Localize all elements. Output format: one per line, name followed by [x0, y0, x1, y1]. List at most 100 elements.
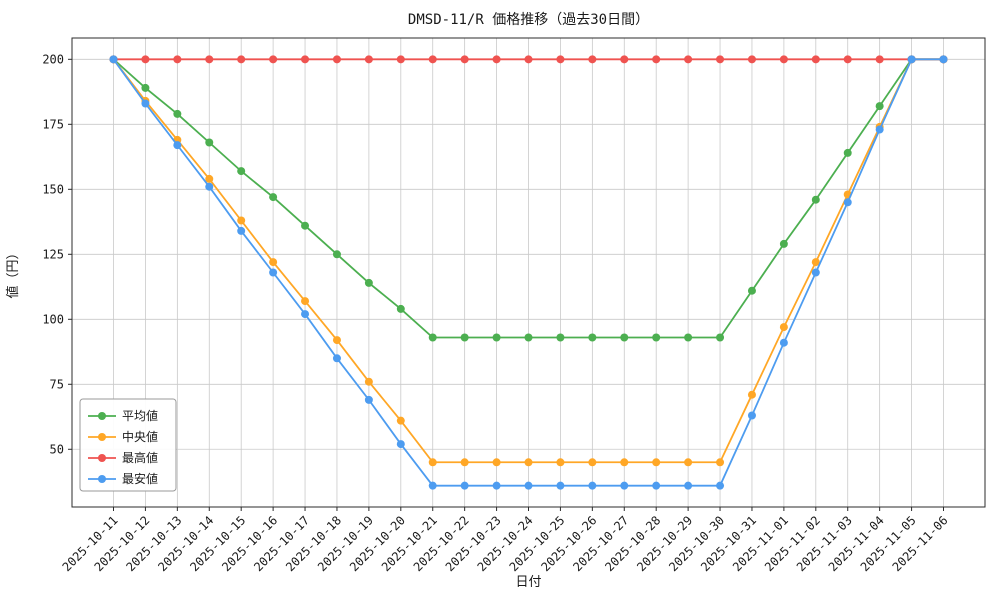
series-marker-1: [811, 258, 820, 267]
series-marker-0: [811, 195, 820, 204]
series-marker-3: [364, 395, 373, 404]
series-marker-0: [747, 286, 756, 295]
x-axis-label: 日付: [515, 575, 541, 590]
series-marker-3: [939, 55, 948, 64]
series-marker-1: [716, 458, 725, 467]
series-marker-1: [269, 258, 278, 267]
series-marker-1: [779, 323, 788, 332]
series-marker-1: [556, 458, 565, 467]
series-marker-0: [875, 102, 884, 111]
series-marker-0: [524, 333, 533, 342]
legend-marker: [98, 454, 106, 462]
legend-label-2: 最高値: [122, 450, 158, 465]
series-marker-1: [332, 336, 341, 345]
series-marker-0: [652, 333, 661, 342]
legend-marker: [98, 475, 106, 483]
series-marker-0: [428, 333, 437, 342]
series-marker-2: [332, 55, 341, 64]
series-marker-0: [779, 239, 788, 248]
series-marker-3: [652, 481, 661, 490]
series-marker-3: [492, 481, 501, 490]
series-marker-3: [237, 226, 246, 235]
series-marker-2: [843, 55, 852, 64]
series-marker-0: [492, 333, 501, 342]
series-marker-2: [269, 55, 278, 64]
series-marker-3: [588, 481, 597, 490]
series-marker-2: [684, 55, 693, 64]
chart-title: DMSD-11/R 価格推移（過去30日間）: [408, 12, 649, 28]
series-marker-3: [875, 125, 884, 134]
series-marker-1: [492, 458, 501, 467]
y-tick-label: 175: [42, 117, 64, 131]
series-marker-2: [396, 55, 405, 64]
series-marker-2: [173, 55, 182, 64]
series-marker-1: [684, 458, 693, 467]
series-marker-0: [364, 278, 373, 287]
series-marker-3: [301, 310, 310, 319]
series-marker-3: [843, 198, 852, 207]
legend-label-1: 中央値: [122, 429, 158, 444]
series-marker-0: [237, 167, 246, 176]
series-marker-2: [811, 55, 820, 64]
series-marker-2: [747, 55, 756, 64]
series-marker-0: [301, 221, 310, 230]
series-marker-0: [141, 83, 150, 92]
series-marker-1: [428, 458, 437, 467]
y-tick-label: 100: [42, 312, 64, 326]
series-marker-0: [460, 333, 469, 342]
y-tick-label: 50: [50, 442, 64, 456]
series-marker-2: [716, 55, 725, 64]
series-marker-2: [556, 55, 565, 64]
legend-label-0: 平均値: [122, 408, 158, 423]
series-marker-3: [460, 481, 469, 490]
series-marker-0: [716, 333, 725, 342]
legend-marker: [98, 412, 106, 420]
y-tick-label: 150: [42, 182, 64, 196]
series-marker-2: [237, 55, 246, 64]
series-marker-3: [173, 141, 182, 150]
series-marker-2: [492, 55, 501, 64]
series-marker-2: [428, 55, 437, 64]
series-marker-3: [269, 268, 278, 277]
series-marker-3: [684, 481, 693, 490]
series-marker-1: [205, 174, 214, 183]
series-marker-1: [620, 458, 629, 467]
series-marker-2: [524, 55, 533, 64]
series-marker-2: [460, 55, 469, 64]
series-marker-3: [524, 481, 533, 490]
series-marker-2: [652, 55, 661, 64]
series-marker-0: [332, 250, 341, 259]
series-marker-3: [396, 440, 405, 449]
series-marker-3: [620, 481, 629, 490]
legend-label-3: 最安値: [122, 471, 158, 486]
series-marker-2: [588, 55, 597, 64]
series-marker-2: [205, 55, 214, 64]
series-marker-0: [269, 193, 278, 202]
series-marker-0: [173, 109, 182, 118]
series-marker-0: [396, 304, 405, 313]
series-marker-2: [364, 55, 373, 64]
series-marker-1: [364, 377, 373, 386]
series-marker-1: [652, 458, 661, 467]
series-marker-0: [205, 138, 214, 147]
series-marker-2: [141, 55, 150, 64]
series-marker-2: [779, 55, 788, 64]
y-tick-label: 75: [50, 377, 64, 391]
series-marker-0: [588, 333, 597, 342]
series-marker-3: [556, 481, 565, 490]
series-marker-3: [907, 55, 916, 64]
series-marker-3: [141, 99, 150, 108]
series-marker-2: [875, 55, 884, 64]
series-marker-2: [620, 55, 629, 64]
y-tick-label: 125: [42, 247, 64, 261]
series-marker-1: [747, 390, 756, 399]
series-marker-1: [460, 458, 469, 467]
series-marker-1: [588, 458, 597, 467]
series-marker-0: [620, 333, 629, 342]
series-marker-1: [237, 216, 246, 225]
series-marker-2: [301, 55, 310, 64]
series-marker-0: [684, 333, 693, 342]
series-marker-0: [556, 333, 565, 342]
